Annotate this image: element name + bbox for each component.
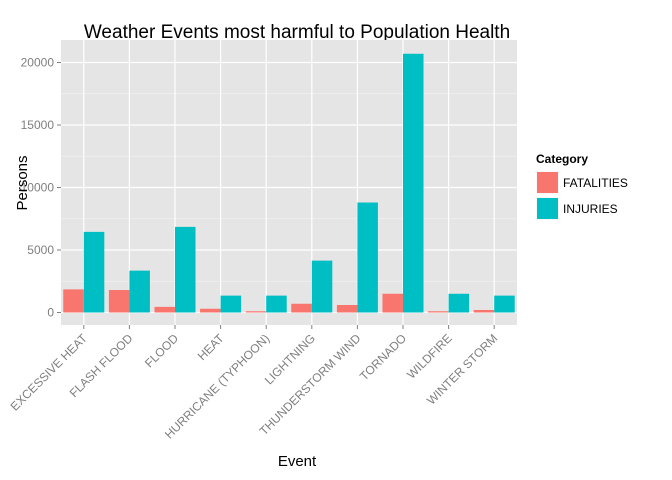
bar-fatalities xyxy=(336,305,358,313)
y-tick-label: 15000 xyxy=(21,118,55,132)
legend-title: Category xyxy=(536,152,588,166)
y-tick-label: 0 xyxy=(47,306,54,320)
bar-fatalities xyxy=(200,308,221,313)
y-axis: 0 5000 10000 15000 20000 xyxy=(21,56,61,320)
bar-fatalities xyxy=(473,310,495,313)
bar-injuries xyxy=(129,270,150,313)
y-tick-label: 10000 xyxy=(21,181,55,195)
bar-injuries xyxy=(220,295,242,313)
y-tick-label: 20000 xyxy=(21,56,55,70)
bar-injuries xyxy=(403,53,424,313)
bars xyxy=(63,53,515,313)
bar-injuries xyxy=(266,295,287,313)
bar-injuries xyxy=(494,295,515,313)
bar-fatalities xyxy=(154,306,175,313)
bar-injuries xyxy=(357,202,378,313)
bar-injuries xyxy=(175,226,196,313)
y-axis-title: Persons xyxy=(14,155,31,210)
bar-fatalities xyxy=(108,290,130,313)
bar-fatalities xyxy=(291,303,312,313)
bar-injuries xyxy=(311,260,333,313)
bar-injuries xyxy=(83,231,105,313)
x-tick-label: HEAT xyxy=(195,331,227,363)
legend-label-fatalities: FATALITIES xyxy=(563,176,628,190)
bar-injuries xyxy=(448,293,470,313)
legend-label-injuries: INJURIES xyxy=(563,202,618,216)
bar-fatalities xyxy=(428,311,449,313)
legend-swatch-injuries xyxy=(537,198,558,219)
y-tick-label: 5000 xyxy=(27,243,54,257)
bar-fatalities xyxy=(63,289,84,313)
legend: Category FATALITIES INJURIES xyxy=(535,152,628,221)
x-tick-label: FLOOD xyxy=(142,331,181,370)
x-tick-label: TORNADO xyxy=(357,331,409,383)
legend-swatch-fatalities xyxy=(537,172,558,193)
bar-fatalities xyxy=(382,293,403,313)
bar-fatalities xyxy=(245,311,267,313)
x-tick-label: EXCESSIVE HEAT xyxy=(8,331,91,414)
x-axis-title: Event xyxy=(278,453,317,470)
chart-title: Weather Events most harmful to Populatio… xyxy=(84,22,510,43)
